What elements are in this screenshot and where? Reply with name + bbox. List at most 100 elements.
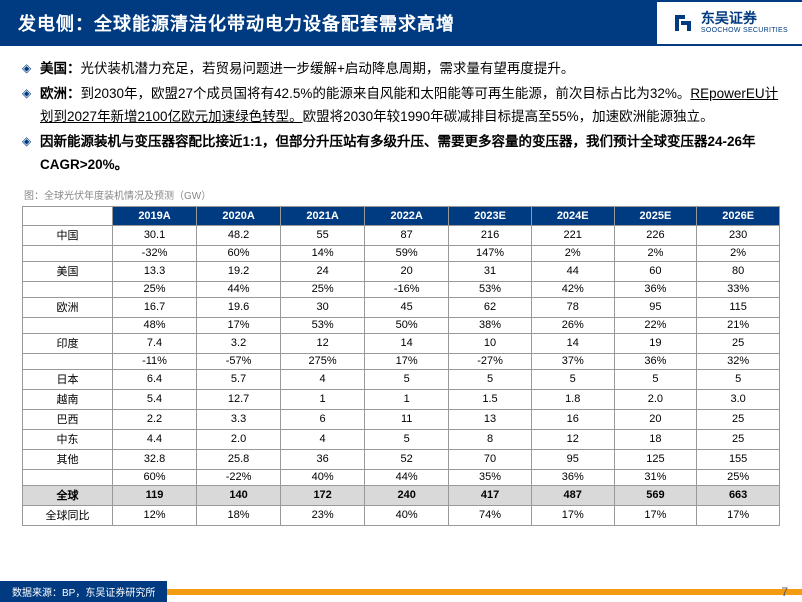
cell: 36%	[614, 353, 697, 369]
cell: 569	[614, 485, 697, 505]
cell: 2%	[531, 245, 614, 261]
cell: 2%	[697, 245, 780, 261]
table-row: 中东4.42.0458121825	[23, 429, 780, 449]
table-row: 巴西2.23.361113162025	[23, 409, 780, 429]
logo-cn: 东吴证券	[701, 11, 788, 26]
cell: 22%	[614, 317, 697, 333]
cell: 17%	[614, 505, 697, 525]
table-row: 其他32.825.836527095125155	[23, 449, 780, 469]
cell: 25%	[113, 281, 197, 297]
bullet-body: 到2030年，欧盟27个成员国将有42.5%的能源来自风能和太阳能等可再生能源，…	[81, 86, 691, 101]
cell: 25%	[281, 281, 365, 297]
cell: 30.1	[113, 225, 197, 245]
source-text: 数据来源：BP，东吴证券研究所	[0, 581, 167, 602]
cell: 18	[614, 429, 697, 449]
cell: 25	[697, 429, 780, 449]
cell: 10	[449, 333, 532, 353]
cell: 487	[531, 485, 614, 505]
cell: -57%	[197, 353, 281, 369]
table-row: 25%44%25%-16%53%42%36%33%	[23, 281, 780, 297]
cell: 42%	[531, 281, 614, 297]
cell: 1	[281, 389, 365, 409]
col-header: 2026E	[697, 206, 780, 225]
cell: 3.0	[697, 389, 780, 409]
cell: 4	[281, 429, 365, 449]
cell: 7.4	[113, 333, 197, 353]
bullet-marker-icon: ◈	[22, 58, 40, 81]
cell: 19	[614, 333, 697, 353]
cell: 8	[449, 429, 532, 449]
cell: 14	[365, 333, 449, 353]
cell: 2.0	[614, 389, 697, 409]
cell: 36%	[614, 281, 697, 297]
cell: 36%	[531, 469, 614, 485]
cell: 32%	[697, 353, 780, 369]
cell: 52	[365, 449, 449, 469]
cell: 38%	[449, 317, 532, 333]
cell: 1.8	[531, 389, 614, 409]
row-label	[23, 245, 113, 261]
col-header: 2020A	[197, 206, 281, 225]
logo: 东吴证券 SOOCHOW SECURITIES	[657, 0, 802, 46]
cell: 44	[531, 261, 614, 281]
cell: 13	[449, 409, 532, 429]
cell: 172	[281, 485, 365, 505]
row-label	[23, 353, 113, 369]
cell: 31	[449, 261, 532, 281]
cell: 95	[531, 449, 614, 469]
cell: 2%	[614, 245, 697, 261]
cell: 140	[197, 485, 281, 505]
cell: 36	[281, 449, 365, 469]
cell: 25	[697, 333, 780, 353]
cell: 40%	[281, 469, 365, 485]
cell: 60%	[197, 245, 281, 261]
cell: -11%	[113, 353, 197, 369]
cell: 17%	[197, 317, 281, 333]
cell: 663	[697, 485, 780, 505]
cell: 275%	[281, 353, 365, 369]
cell: 20	[365, 261, 449, 281]
row-label: 中东	[23, 429, 113, 449]
cell: 240	[365, 485, 449, 505]
bullet-body: 因新能源装机与变压器容配比接近1:1，但部分升压站有多级升压、需要更多容量的变压…	[40, 131, 780, 177]
cell: 45	[365, 297, 449, 317]
cell: 16	[531, 409, 614, 429]
row-label: 全球	[23, 485, 113, 505]
cell: 221	[531, 225, 614, 245]
cell: -22%	[197, 469, 281, 485]
cell: 78	[531, 297, 614, 317]
cell: 30	[281, 297, 365, 317]
row-label: 欧洲	[23, 297, 113, 317]
cell: 226	[614, 225, 697, 245]
cell: 60	[614, 261, 697, 281]
bullet-label: 欧洲：	[40, 86, 81, 101]
col-header: 2023E	[449, 206, 532, 225]
bullet-list: ◈ 美国：光伏装机潜力充足，若贸易问题进一步缓解+启动降息周期，需求量有望再度提…	[22, 58, 780, 177]
table-row: 60%-22%40%44%35%36%31%25%	[23, 469, 780, 485]
cell: 1	[365, 389, 449, 409]
cell: 3.2	[197, 333, 281, 353]
cell: 417	[449, 485, 532, 505]
row-label: 其他	[23, 449, 113, 469]
row-label: 日本	[23, 369, 113, 389]
cell: 12	[531, 429, 614, 449]
cell: 2.2	[113, 409, 197, 429]
cell: 14	[531, 333, 614, 353]
cell: 55	[281, 225, 365, 245]
cell: 31%	[614, 469, 697, 485]
row-label	[23, 317, 113, 333]
logo-icon	[671, 11, 695, 35]
table-row: 48%17%53%50%38%26%22%21%	[23, 317, 780, 333]
cell: 53%	[281, 317, 365, 333]
col-header: 2024E	[531, 206, 614, 225]
cell: 60%	[113, 469, 197, 485]
table-row: -11%-57%275%17%-27%37%36%32%	[23, 353, 780, 369]
cell: 87	[365, 225, 449, 245]
table-row: 中国30.148.25587216221226230	[23, 225, 780, 245]
cell: 44%	[197, 281, 281, 297]
table-row: -32%60%14%59%147%2%2%2%	[23, 245, 780, 261]
header: 发电侧：全球能源清洁化带动电力设备配套需求高增 东吴证券 SOOCHOW SEC…	[0, 0, 802, 46]
cell: 19.2	[197, 261, 281, 281]
cell: -32%	[113, 245, 197, 261]
col-header: 2025E	[614, 206, 697, 225]
